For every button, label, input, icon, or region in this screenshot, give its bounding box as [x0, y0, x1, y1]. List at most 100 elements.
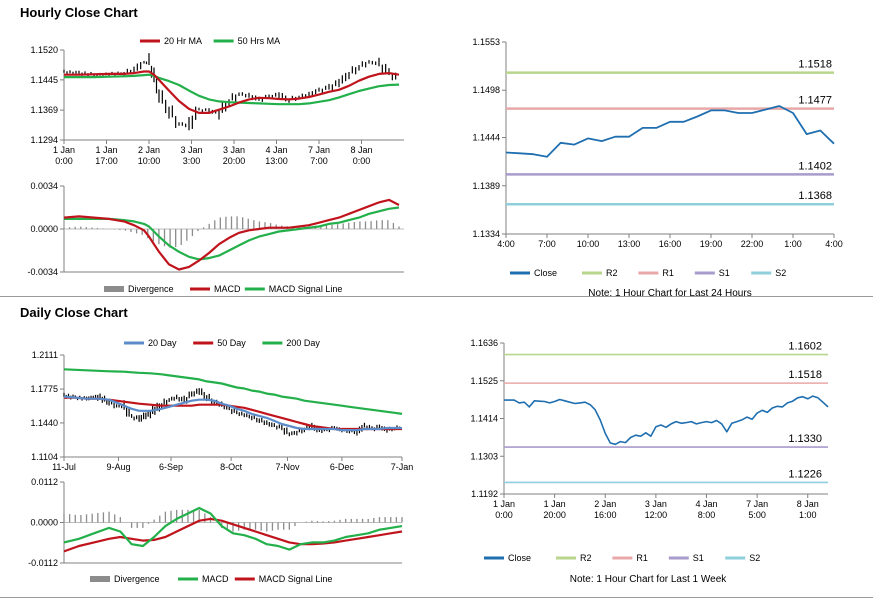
hourly-macd-signal-line — [64, 206, 400, 261]
daily-week-xtick-label: 1 Jan — [493, 499, 515, 509]
daily-price-ytick-label: 1.1440 — [30, 418, 58, 428]
daily-week-legend-label: S2 — [749, 553, 760, 563]
hourly-price-xtick-label: 7 Jan — [308, 145, 330, 155]
hourly-24h-legend-label: R1 — [662, 268, 674, 278]
daily-price-xtick-label: 6-Sep — [159, 462, 183, 472]
daily-macd-ytick-label: -0.0112 — [28, 558, 58, 568]
hourly-24h-level-label-s1: 1.1402 — [798, 160, 832, 172]
daily-week-legend-label: R2 — [580, 553, 592, 563]
daily-week-ytick-label: 1.1636 — [470, 338, 498, 348]
daily-price-xtick-label: 7-Jan — [391, 462, 414, 472]
daily-macd-ytick-label: 0.0112 — [31, 477, 58, 487]
daily-week-xtick-label: 1 Jan — [544, 499, 566, 509]
daily-week-xtick-label: 4 Jan — [695, 499, 717, 509]
hourly-price-xtick-label: 1 Jan — [95, 145, 117, 155]
hourly-macd-legend-label: Divergence — [128, 284, 174, 294]
daily-week-xtick-label: 3 Jan — [645, 499, 667, 509]
daily-week-level-label-r1: 1.1518 — [788, 369, 822, 381]
hourly-price-xtick-label: 3 Jan — [223, 145, 245, 155]
daily-price-ytick-label: 1.1104 — [31, 452, 58, 462]
hourly-macd-legend-label: MACD Signal Line — [269, 284, 343, 294]
hourly-24h-ytick-label: 1.1553 — [472, 37, 500, 47]
hourly-24h-xtick-label: 13:00 — [618, 239, 641, 249]
daily-week-note: Note: 1 Hour Chart for Last 1 Week — [570, 574, 728, 585]
hourly-24h-note: Note: 1 Hour Chart for Last 24 Hours — [588, 288, 751, 299]
hourly-price-xtick-label: 3:00 — [183, 156, 201, 166]
daily-price-legend-label: 20 Day — [148, 338, 177, 348]
hourly-price-xtick-label: 8 Jan — [350, 145, 372, 155]
daily-week-xtick-label: 0:00 — [495, 510, 513, 520]
hourly-24h-xtick-label: 7:00 — [538, 239, 556, 249]
daily-price-xtick-label: 7-Nov — [275, 462, 300, 472]
daily-week-xtick-label: 12:00 — [645, 510, 668, 520]
hourly-price-xtick-label: 2 Jan — [138, 145, 160, 155]
daily-week-xtick-label: 8 Jan — [797, 499, 819, 509]
hourly-price-xtick-label: 0:00 — [353, 156, 371, 166]
daily-week-ytick-label: 1.1192 — [471, 489, 498, 499]
hourly-macd-ytick-label: -0.0034 — [27, 267, 58, 277]
hourly-24h-xtick-label: 10:00 — [577, 239, 600, 249]
daily-macd-legend-label: MACD Signal Line — [259, 574, 333, 584]
daily-week-ytick-label: 1.1303 — [470, 451, 498, 461]
daily-price-xtick-label: 11-Jul — [52, 462, 76, 472]
hourly-macd-ytick-label: 0.0000 — [30, 224, 58, 234]
hourly-price-xtick-label: 0:00 — [55, 156, 73, 166]
hourly-24h-xtick-label: 4:00 — [825, 239, 843, 249]
hourly-macd-legend-label: MACD — [214, 284, 241, 294]
daily-price-xtick-label: 6-Dec — [330, 462, 355, 472]
daily-price-xtick-label: 8-Oct — [220, 462, 243, 472]
daily-week-legend-label: R1 — [636, 553, 648, 563]
daily-week-xtick-label: 8:00 — [698, 510, 716, 520]
daily-price-legend-label: 50 Day — [217, 338, 246, 348]
hourly-price-xtick-label: 13:00 — [265, 156, 288, 166]
daily-week-xtick-label: 1:00 — [799, 510, 817, 520]
hourly-price-xtick-label: 3 Jan — [180, 145, 202, 155]
daily-price-ma20-line — [63, 395, 402, 432]
hourly-24h-xtick-label: 16:00 — [659, 239, 682, 249]
daily-week-legend-label: S1 — [693, 553, 704, 563]
hourly-price-xtick-label: 17:00 — [95, 156, 118, 166]
daily-price-xtick-label: 9-Aug — [106, 462, 130, 472]
daily-section-title: Daily Close Chart — [20, 305, 128, 320]
hourly-24h-level-label-r2: 1.1518 — [798, 59, 832, 71]
daily-week-xtick-label: 16:00 — [594, 510, 617, 520]
hourly-price-ytick-label: 1.1445 — [30, 75, 58, 85]
hourly-24h-legend-label: S1 — [719, 268, 730, 278]
section-divider — [0, 296, 873, 297]
daily-price-ytick-label: 1.2111 — [32, 350, 58, 360]
hourly-24h-legend-label: S2 — [775, 268, 786, 278]
hourly-24h-xtick-label: 22:00 — [741, 239, 764, 249]
hourly-24h-legend-label: Close — [534, 268, 557, 278]
daily-week-ytick-label: 1.1414 — [470, 414, 498, 424]
daily-macd-legend-swatch — [90, 576, 110, 582]
hourly-price-xtick-label: 7:00 — [310, 156, 328, 166]
daily-week-xtick-label: 7 Jan — [746, 499, 768, 509]
hourly-24h-ytick-label: 1.1389 — [472, 181, 500, 191]
daily-price-ytick-label: 1.1775 — [30, 384, 58, 394]
daily-week-level-label-s2: 1.1226 — [788, 468, 822, 480]
daily-macd-signal-line — [63, 517, 403, 553]
hourly-24h-xtick-label: 4:00 — [497, 239, 515, 249]
daily-week-level-label-r2: 1.1602 — [788, 341, 822, 353]
daily-week-level-label-s1: 1.1330 — [788, 433, 822, 445]
daily-macd-legend-label: Divergence — [114, 574, 160, 584]
hourly-price-xtick-label: 20:00 — [223, 156, 246, 166]
hourly-price-legend-label: 20 Hr MA — [164, 36, 202, 46]
bottom-divider — [0, 597, 873, 598]
daily-price-legend-label: 200 Day — [286, 338, 320, 348]
hourly-24h-xtick-label: 19:00 — [700, 239, 723, 249]
daily-price-ma200-line — [63, 368, 403, 415]
hourly-24h-xtick-label: 1:00 — [784, 239, 802, 249]
hourly-price-xtick-label: 4 Jan — [265, 145, 287, 155]
daily-week-legend-label: Close — [508, 553, 531, 563]
hourly-price-ytick-label: 1.1294 — [30, 135, 58, 145]
hourly-24h-ytick-label: 1.1498 — [472, 85, 500, 95]
hourly-24h-level-label-r1: 1.1477 — [798, 95, 832, 107]
hourly-price-ma20-line — [64, 70, 400, 115]
hourly-section-title: Hourly Close Chart — [20, 5, 138, 20]
hourly-macd-macd-line — [63, 198, 400, 271]
hourly-24h-ytick-label: 1.1444 — [472, 133, 500, 143]
hourly-price-ytick-label: 1.1520 — [30, 45, 58, 55]
daily-week-xtick-label: 20:00 — [543, 510, 566, 520]
